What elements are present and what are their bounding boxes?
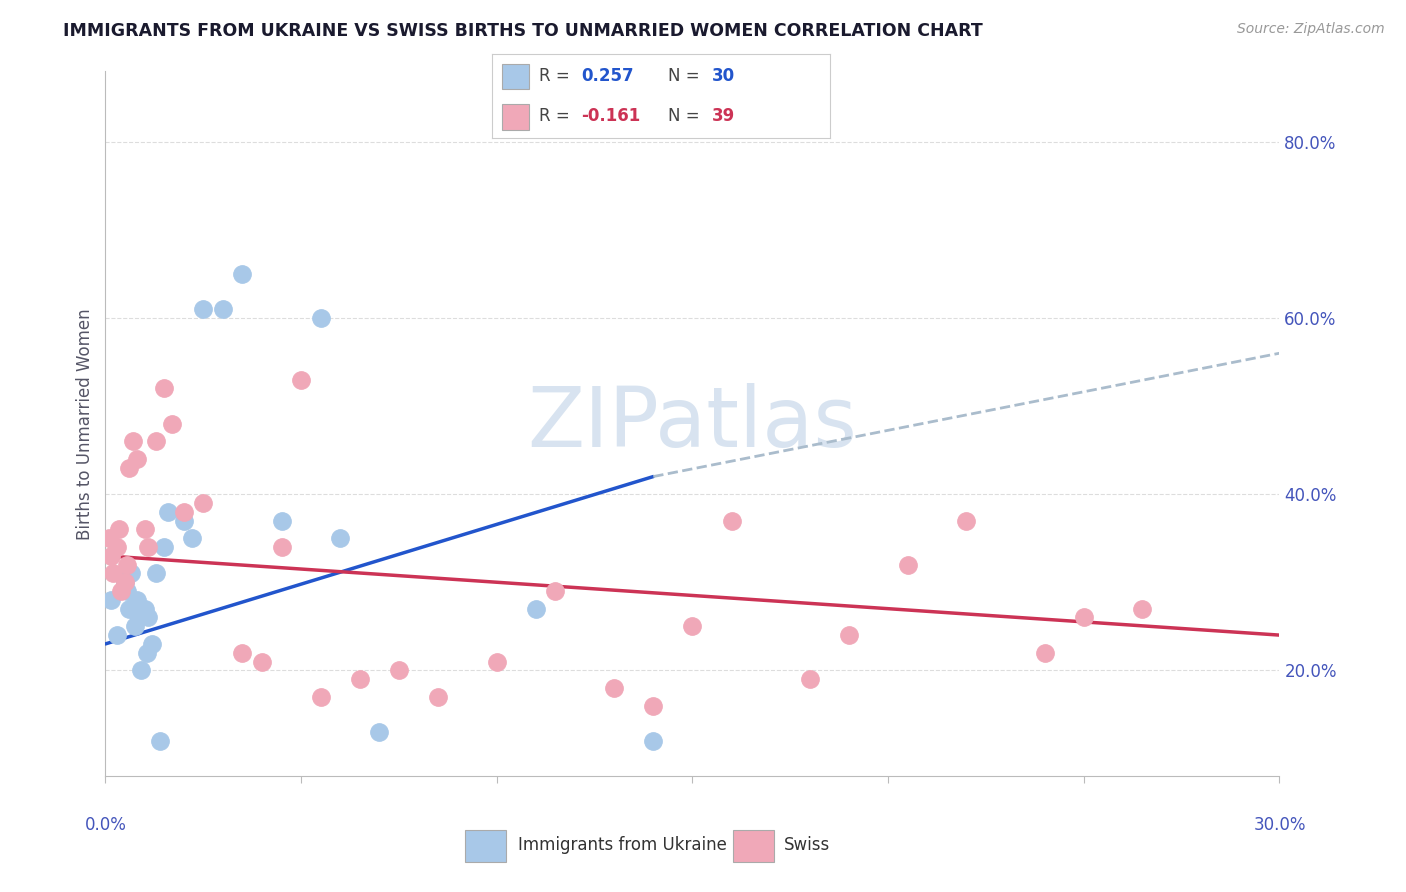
Point (309, 311, 332, 326)
Point (120, 566, 142, 581)
Point (134, 601, 156, 615)
Point (141, 637, 163, 651)
Point (145, 434, 167, 449)
Point (149, 733, 172, 747)
Text: 39: 39 (711, 107, 735, 125)
Point (121, 601, 143, 615)
Text: ZIPatlas: ZIPatlas (527, 384, 858, 464)
Point (544, 584, 567, 599)
Point (720, 514, 742, 528)
Point (115, 584, 138, 599)
Point (105, 540, 128, 554)
Y-axis label: Births to Unmarried Women: Births to Unmarried Women (76, 308, 94, 540)
Point (524, 601, 547, 615)
Point (114, 575, 136, 590)
Point (114, 575, 136, 590)
Point (1033, 646, 1056, 660)
Point (110, 584, 132, 599)
Point (270, 514, 292, 528)
Text: Immigrants from Ukraine: Immigrants from Ukraine (519, 836, 727, 855)
Text: 0.0%: 0.0% (84, 815, 127, 834)
Point (388, 664, 411, 678)
Point (955, 514, 977, 528)
Bar (465, 830, 506, 863)
Text: 30.0%: 30.0% (1253, 815, 1306, 834)
Point (118, 460, 141, 475)
Point (173, 505, 195, 519)
Text: 0.257: 0.257 (582, 67, 634, 85)
Point (427, 690, 450, 704)
Text: N =: N = (668, 107, 704, 125)
Point (118, 601, 141, 615)
Point (100, 592, 122, 607)
Point (108, 522, 131, 536)
Point (129, 664, 152, 678)
Point (103, 566, 125, 581)
Bar (502, 104, 529, 130)
Text: Swiss: Swiss (785, 836, 830, 855)
Text: -0.161: -0.161 (582, 107, 641, 125)
Point (290, 373, 312, 387)
Point (603, 681, 626, 695)
Point (145, 566, 167, 581)
Point (349, 672, 371, 686)
Point (1073, 610, 1095, 624)
Point (838, 628, 860, 642)
Point (211, 302, 233, 317)
Point (799, 672, 821, 686)
Point (193, 302, 215, 317)
Text: R =: R = (540, 107, 575, 125)
Point (250, 655, 273, 669)
Point (138, 540, 160, 554)
Point (157, 505, 180, 519)
Point (160, 417, 183, 431)
Point (681, 619, 703, 633)
Point (138, 610, 160, 624)
Point (897, 558, 920, 572)
Point (643, 698, 665, 713)
Bar (502, 63, 529, 89)
Point (193, 496, 215, 510)
Bar (734, 830, 773, 863)
Point (135, 646, 157, 660)
Point (134, 522, 156, 536)
Point (368, 725, 391, 739)
Text: 30: 30 (711, 67, 734, 85)
Point (153, 540, 176, 554)
Point (121, 434, 143, 449)
Point (173, 514, 195, 528)
Point (125, 592, 148, 607)
Point (309, 690, 332, 704)
Text: R =: R = (540, 67, 575, 85)
Point (105, 628, 128, 642)
Point (153, 382, 176, 396)
Point (125, 451, 148, 466)
Point (115, 558, 138, 572)
Point (485, 655, 508, 669)
Point (231, 267, 253, 281)
Point (270, 540, 292, 554)
Point (100, 549, 122, 563)
Text: N =: N = (668, 67, 704, 85)
Point (124, 619, 146, 633)
Point (231, 646, 253, 660)
Point (329, 531, 352, 545)
Point (643, 733, 665, 747)
Text: IMMIGRANTS FROM UKRAINE VS SWISS BIRTHS TO UNMARRIED WOMEN CORRELATION CHART: IMMIGRANTS FROM UKRAINE VS SWISS BIRTHS … (63, 22, 983, 40)
Point (98, 531, 121, 545)
Text: Source: ZipAtlas.com: Source: ZipAtlas.com (1237, 22, 1385, 37)
Point (1132, 601, 1154, 615)
Point (128, 610, 150, 624)
Point (180, 531, 202, 545)
